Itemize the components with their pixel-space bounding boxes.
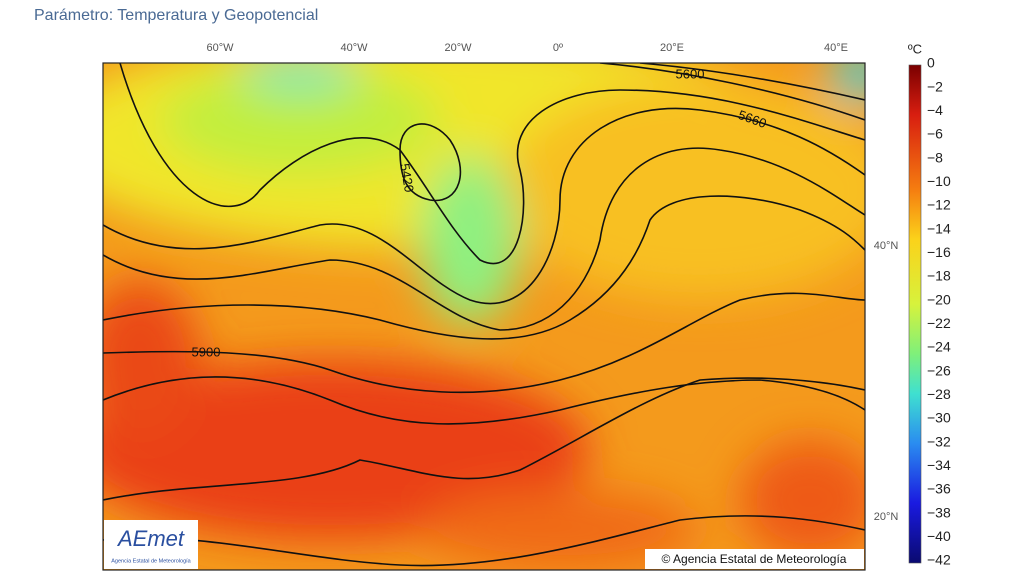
- logo-name: AEmet: [116, 526, 185, 551]
- colorbar-tick-label: −14: [927, 220, 951, 236]
- contour-label: 5420: [397, 162, 417, 193]
- colorbar-tick-label: −18: [927, 268, 951, 284]
- longitude-label: 60°W: [206, 42, 234, 54]
- colorbar-tick-label: −40: [927, 528, 951, 544]
- colorbar-tick-label: −10: [927, 173, 951, 189]
- logo-subtitle: Agencia Estatal de Meteorología: [111, 558, 191, 564]
- contours: [103, 63, 865, 567]
- contour-label: 5600: [676, 66, 705, 81]
- colorbar-tick-label: −24: [927, 339, 951, 355]
- longitude-label: 40°W: [340, 42, 368, 54]
- colorbar-tick-label: −8: [927, 149, 943, 165]
- colorbar-tick-label: −6: [927, 126, 943, 142]
- colorbar-tick-label: −22: [927, 315, 951, 331]
- colorbar-tick-label: −2: [927, 78, 943, 94]
- colorbar-tick-label: −34: [927, 457, 951, 473]
- colorbar-tick-label: −30: [927, 410, 951, 426]
- page-title: Parámetro: Temperatura y Geopotencial: [34, 7, 318, 24]
- colorbar-tick-label: −16: [927, 244, 951, 260]
- colorbar-tick-label: −36: [927, 481, 951, 497]
- colorbar-tick-label: −28: [927, 386, 951, 402]
- colorbar: [908, 64, 922, 564]
- longitude-label: 20°E: [660, 42, 684, 54]
- latitude-label: 40°N: [874, 240, 899, 252]
- colorbar-tick-label: −42: [927, 552, 951, 568]
- contour-labels: 5600 5660 5420 5900: [192, 66, 769, 359]
- longitude-label: 20°W: [444, 42, 472, 54]
- logo-box: [104, 520, 198, 569]
- colorbar-tick-label: 0: [927, 55, 935, 71]
- latitude-label: 20°N: [874, 511, 899, 523]
- colorbar-tick-label: −38: [927, 504, 951, 520]
- temperature-field: [103, 63, 865, 570]
- colorbar-tick-label: −12: [927, 197, 951, 213]
- colorbar-ticks: 0 −2 −4 −6 −8 −10 −12 −14 −16 −18 −20 −22 −24 −26 −28 −…: [927, 55, 951, 568]
- colorbar-tick-label: −32: [927, 433, 951, 449]
- longitude-label: 40°E: [824, 42, 848, 54]
- contour-label: 5900: [192, 344, 221, 359]
- colorbar-tick-label: −4: [927, 102, 943, 118]
- longitude-labels: 60°W 40°W 20°W 0º 20°E 40°E: [206, 42, 848, 54]
- copyright: © Agencia Estatal de Meteorología: [662, 552, 847, 566]
- logo: AEmet Agencia Estatal de Meteorología: [104, 520, 198, 569]
- map-frame: [102, 62, 866, 571]
- longitude-label: 0º: [553, 42, 563, 54]
- colorbar-tick-label: −20: [927, 291, 951, 307]
- copyright-box: [645, 549, 864, 569]
- colorbar-tick-label: −26: [927, 362, 951, 378]
- colorbar-unit: ºC: [908, 41, 922, 56]
